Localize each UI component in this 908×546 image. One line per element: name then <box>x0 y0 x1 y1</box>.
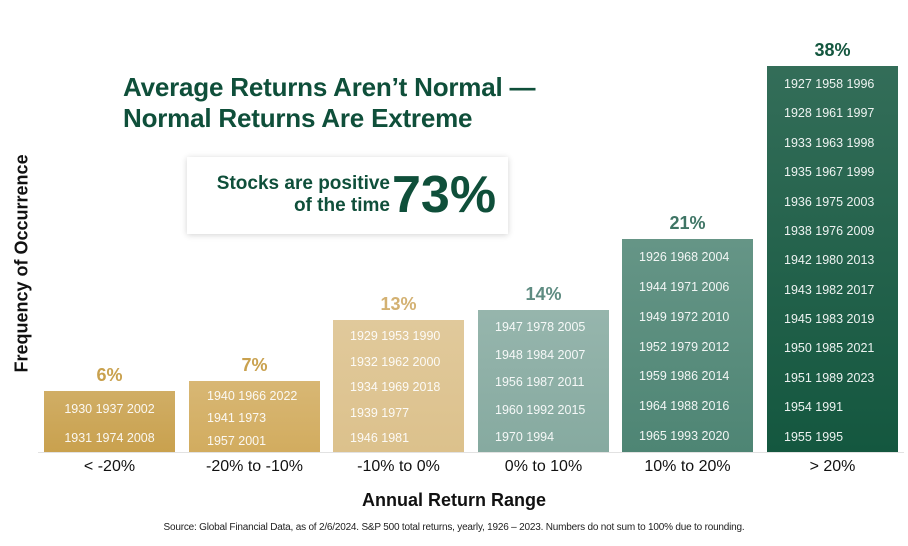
year-list-row: 1952 1979 2012 <box>639 339 730 354</box>
year-list-row: 1945 1983 2019 <box>784 312 875 326</box>
bar: 1926 1968 2004 1944 1971 2006 1949 1972 20… <box>622 239 753 452</box>
y-axis-label: Frequency of Occurrence <box>11 154 32 373</box>
year-list-row: 1948 1984 2007 <box>495 347 586 362</box>
x-tick-label: -20% to -10% <box>206 458 303 475</box>
source-note: Source: Global Financial Data, as of 2/6… <box>163 522 745 533</box>
year-list-row: 1932 1962 2000 <box>350 354 441 369</box>
bar-value-label: 7% <box>241 355 268 375</box>
year-list-row: 1959 1986 2014 <box>639 369 730 384</box>
year-list-row: 1970 1994 <box>495 430 555 445</box>
year-list-row: 1928 1961 1997 <box>784 106 875 121</box>
x-axis-label: Annual Return Range <box>361 490 546 510</box>
bar: 1930 1937 2002 1931 1974 2008 <box>44 391 175 452</box>
year-list-row: 1944 1971 2006 <box>639 279 730 294</box>
bar-value-label: 6% <box>96 365 123 385</box>
bar-value-label: 13% <box>380 294 417 314</box>
x-tick-label: > 20% <box>809 458 856 475</box>
year-list-row: 1938 1976 2009 <box>784 223 875 238</box>
callout-line-2: of the time <box>293 195 390 216</box>
year-list-row: 1926 1968 2004 <box>639 250 730 264</box>
year-list-row: 1933 1963 1998 <box>784 135 875 150</box>
year-list-row: 1950 1985 2021 <box>784 341 875 356</box>
year-list-row: 1927 1958 1996 <box>784 77 875 91</box>
positive-callout-box: Stocks are positive of the time 73% <box>187 157 508 234</box>
year-list-row: 1929 1953 1990 <box>350 329 441 343</box>
callout-value: 73% <box>392 166 497 224</box>
year-list-row: 1949 1972 2010 <box>639 309 730 324</box>
year-list-row: 1951 1989 2023 <box>784 370 875 385</box>
year-list-row: 1942 1980 2013 <box>784 253 875 268</box>
chart-title-line-2: Normal Returns Are Extreme <box>123 103 473 133</box>
bar: 1929 1953 1990 1932 1962 2000 1934 1969 20… <box>333 320 464 452</box>
x-tick-label: -10% to 0% <box>357 458 440 475</box>
bar-value-label: 21% <box>669 213 706 233</box>
year-list-row: 1954 1991 <box>784 400 844 415</box>
callout-text: Stocks are positive of the time <box>217 173 390 217</box>
chart-title: Average Returns Aren’t Normal — Normal R… <box>123 72 536 134</box>
callout-line-1: Stocks are positive <box>216 173 390 194</box>
year-list-row: 1955 1995 <box>784 429 844 444</box>
year-list-row: 1956 1987 2011 <box>495 375 585 390</box>
bar: 1940 1966 2022 1941 1973 1957 2001 <box>189 381 320 452</box>
year-list-row: 1940 1966 2022 <box>207 389 298 403</box>
bar: 1947 1978 2005 1948 1984 2007 1956 1987 20… <box>478 310 609 452</box>
year-list-row: 1930 1937 2002 <box>64 402 155 416</box>
chart-title-line-1: Average Returns Aren’t Normal — <box>123 72 536 102</box>
year-list-row: 1957 2001 <box>207 433 267 448</box>
year-list-row: 1939 1977 <box>350 405 410 420</box>
x-tick-label: 10% to 20% <box>644 458 731 475</box>
x-axis-baseline <box>38 452 904 453</box>
year-list-row: 1935 1967 1999 <box>784 165 875 180</box>
year-list-row: 1964 1988 2016 <box>639 399 730 414</box>
year-list-row: 1936 1975 2003 <box>784 194 875 209</box>
year-list-row: 1946 1981 <box>350 431 410 446</box>
bar: 1927 1958 1996 1928 1961 1997 1933 1963 19… <box>767 66 898 452</box>
year-list-row: 1941 1973 <box>207 411 267 426</box>
year-list-row: 1943 1982 2017 <box>784 282 875 297</box>
year-list-row: 1931 1974 2008 <box>64 430 155 445</box>
year-list-row: 1960 1992 2015 <box>495 402 586 417</box>
bar-value-label: 14% <box>525 284 562 304</box>
year-list-row: 1934 1969 2018 <box>350 380 441 395</box>
year-list-row: 1947 1978 2005 <box>495 320 586 334</box>
x-tick-label: < -20% <box>83 458 136 475</box>
bar-value-label: 38% <box>814 40 851 60</box>
x-tick-label: 0% to 10% <box>504 458 583 475</box>
year-list-row: 1965 1993 2020 <box>639 429 730 444</box>
